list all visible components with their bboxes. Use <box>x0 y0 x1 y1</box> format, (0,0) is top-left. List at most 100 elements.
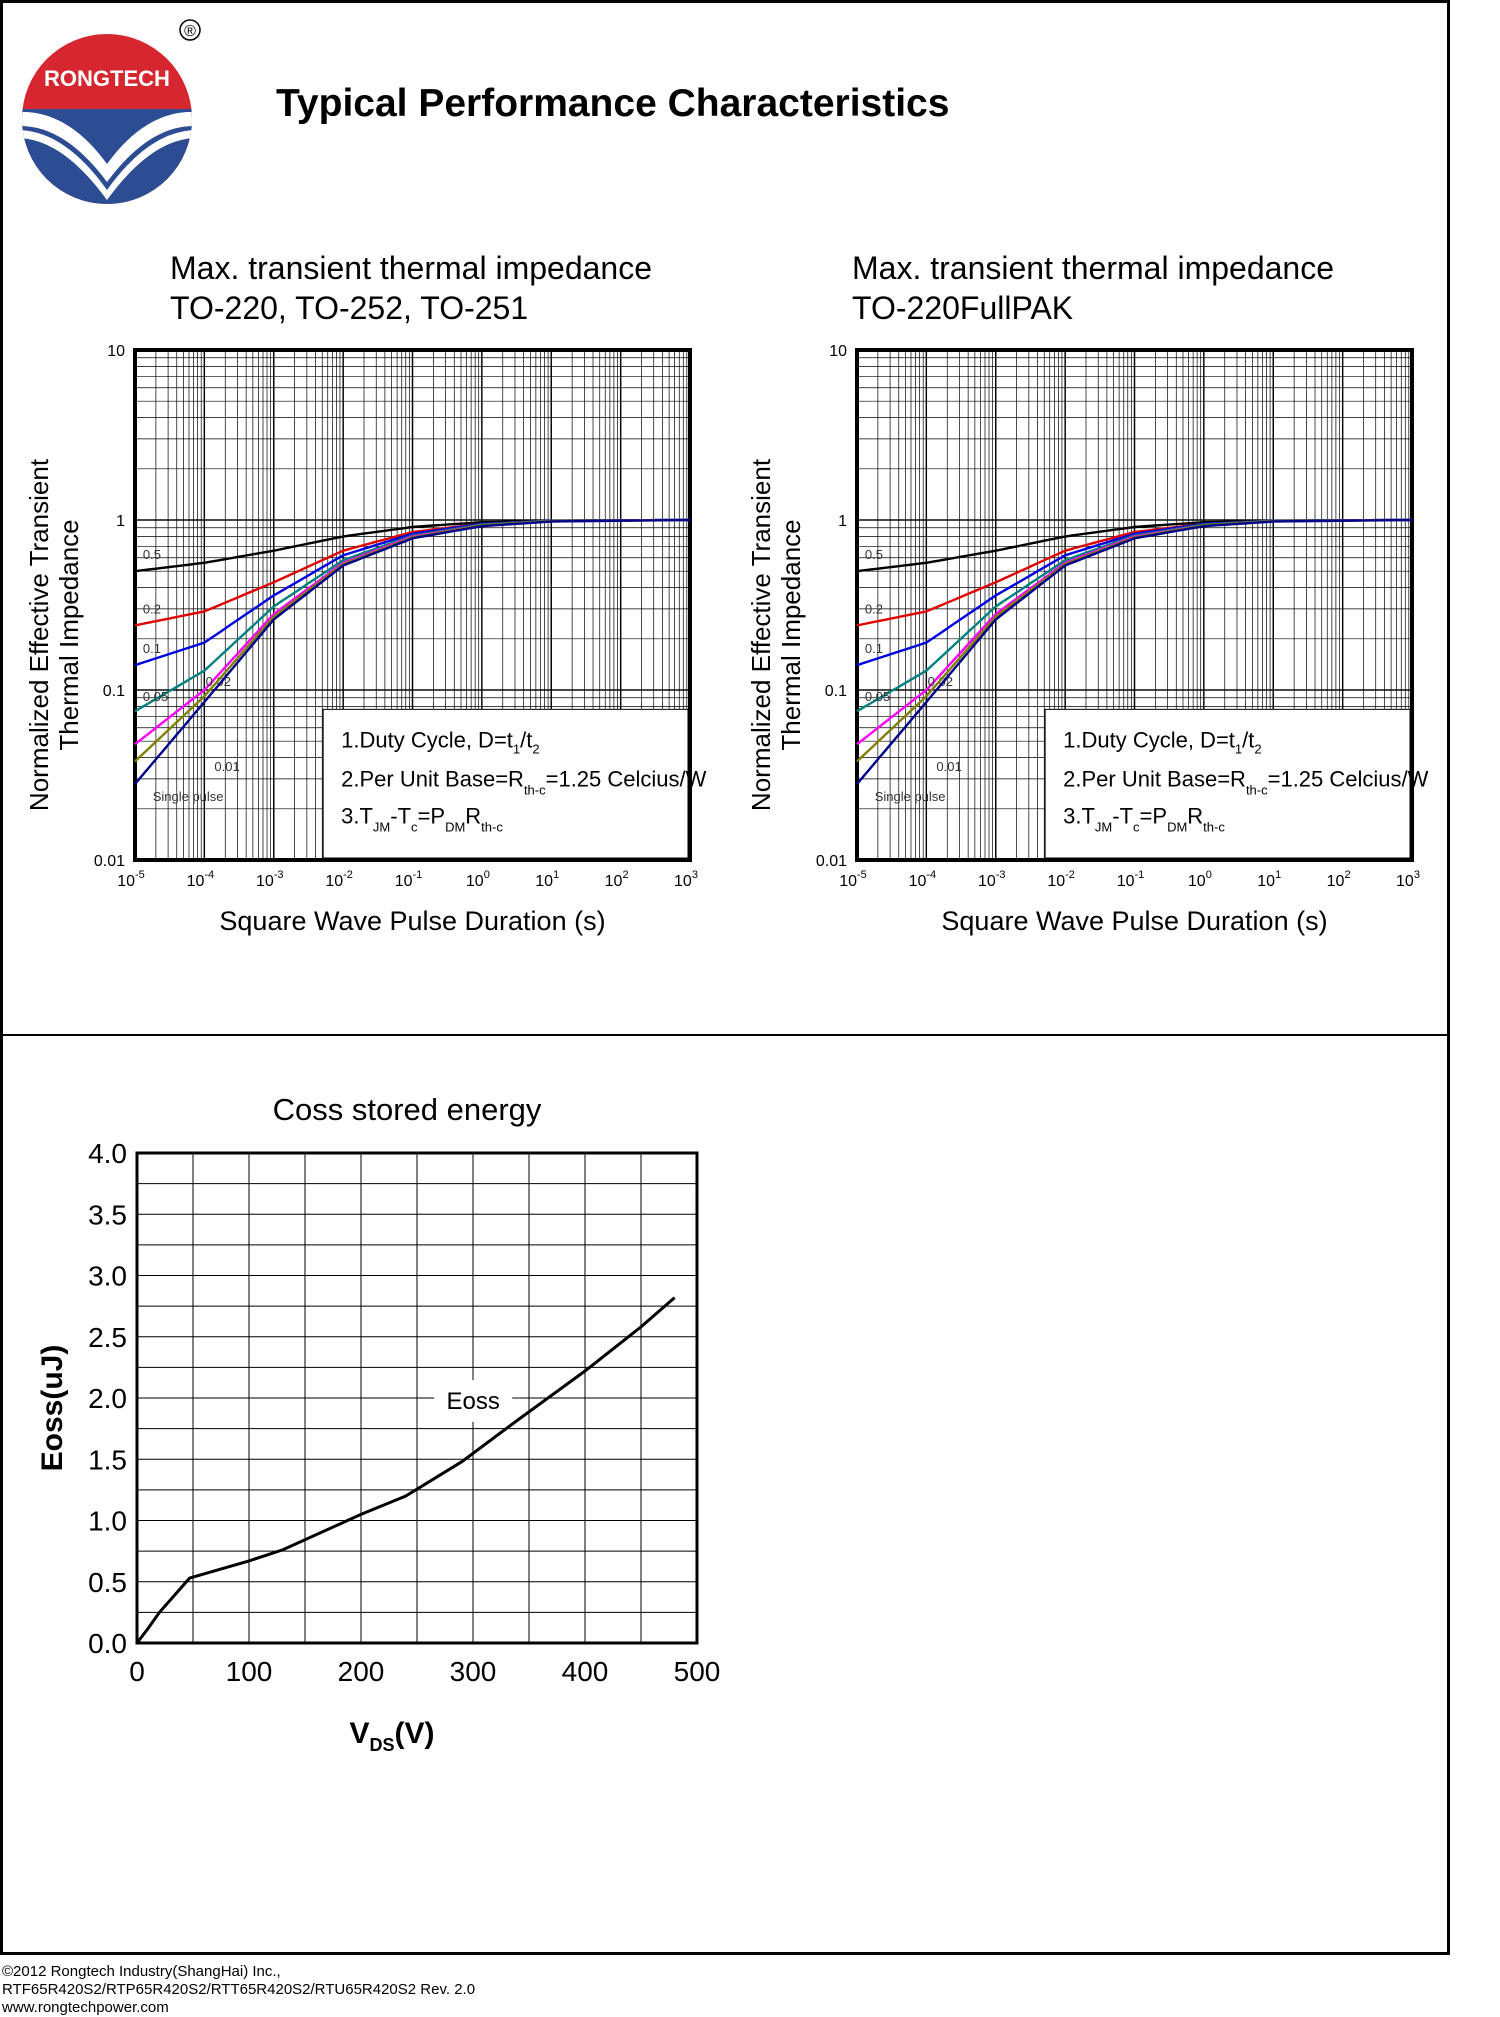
note-sub: DM <box>445 819 465 834</box>
note-text: =1.25 Celcius/W <box>1268 766 1429 791</box>
x-tick-exponent: -4 <box>926 869 936 881</box>
note-text: 2.Per Unit Base=R <box>1063 766 1246 791</box>
curve-label: 0.01 <box>936 759 961 774</box>
curve-label: 0.2 <box>143 601 161 616</box>
note-text: R <box>465 803 481 828</box>
chart2-title-line2: TO-220FullPAK <box>852 290 1074 326</box>
page-title: Typical Performance Characteristics <box>276 82 950 125</box>
footer: ©2012 Rongtech Industry(ShangHai) Inc., … <box>2 1963 475 2017</box>
x-axis-label: Square Wave Pulse Duration (s) <box>941 906 1327 936</box>
note-sub: 1 <box>1235 741 1242 756</box>
y-tick-label: 3.0 <box>88 1261 127 1292</box>
curve-label: 0.05 <box>865 689 890 704</box>
note-text: 2.Per Unit Base=R <box>341 766 524 791</box>
rongtech-logo: RONGTECH ® <box>22 19 201 204</box>
note-text: -T <box>390 803 411 828</box>
logo-text: RONGTECH <box>44 66 170 91</box>
curve-label: 0.05 <box>143 689 168 704</box>
note-text: =1.25 Celcius/W <box>546 766 707 791</box>
x-tick-exponent: 0 <box>484 869 490 881</box>
note-per-unit-base: 2.Per Unit Base=Rth-c=1.25 Celcius/W <box>341 766 707 797</box>
y-tick-label: 0.1 <box>103 683 125 700</box>
x-tick-exponent: -5 <box>135 869 145 881</box>
x-tick-exponent: -3 <box>996 869 1006 881</box>
x-axis-label: VDS(V) <box>349 1717 434 1755</box>
x-tick-exponent: -5 <box>857 869 867 881</box>
note-duty-cycle: 1.Duty Cycle, D=t1/t2 <box>341 727 539 756</box>
coss-stored-energy-chart: Coss stored energy Eoss 0.0 0.5 1.0 1.5 2.0 2.5… <box>36 1092 720 1755</box>
note-tjm-formula: 3.TJM-Tc=PDMRth-c <box>341 803 503 834</box>
note-sub: 2 <box>532 741 539 756</box>
x-tick-label: 103 <box>1396 869 1420 890</box>
note-text: 3.T <box>341 803 373 828</box>
notes-box <box>1044 708 1411 859</box>
note-text: =P <box>1140 803 1168 828</box>
note-text: /t <box>520 727 532 752</box>
y-axis-label-line1: Normalized Effective Transient <box>24 458 54 811</box>
x-tick-label: 10-5 <box>839 869 867 890</box>
x-tick-label: 10-2 <box>325 869 353 890</box>
y-tick-label: 10 <box>829 343 847 360</box>
section-divider <box>0 1034 1450 1036</box>
x-tick-exponent: 0 <box>1206 869 1212 881</box>
x-axis-label-main: V <box>349 1717 369 1750</box>
curve-label: 0.5 <box>865 547 883 562</box>
chart1-title: Max. transient thermal impedance TO-220,… <box>170 248 652 328</box>
note-sub: th-c <box>1246 782 1268 797</box>
note-sub: DM <box>1167 819 1187 834</box>
y-axis-label-line1: Normalized Effective Transient <box>746 458 776 811</box>
note-sub: 2 <box>1254 741 1261 756</box>
y-tick-label: 0.0 <box>88 1628 127 1659</box>
y-tick-label: 0.1 <box>825 683 847 700</box>
plot-frame <box>855 348 1414 862</box>
x-tick-label: 10-1 <box>395 869 423 890</box>
note-text: -T <box>1112 803 1133 828</box>
x-tick-label: 100 <box>1188 869 1212 890</box>
y-tick-label: 0.5 <box>88 1567 127 1598</box>
note-sub: th-c <box>481 819 503 834</box>
registered-mark: ® <box>184 23 196 40</box>
x-tick-label: 10-4 <box>909 869 937 890</box>
curve-label: 0.1 <box>865 641 883 656</box>
y-tick-label: 1.0 <box>88 1506 127 1537</box>
note-text: R <box>1187 803 1203 828</box>
x-tick-exponent: -1 <box>413 869 423 881</box>
x-tick-exponent: 1 <box>553 869 559 881</box>
grid <box>136 1152 698 1644</box>
plot-frame <box>133 348 692 862</box>
x-tick-label: 400 <box>562 1656 609 1687</box>
y-tick-label: 1.5 <box>88 1444 127 1475</box>
x-tick-label: 0 <box>129 1656 145 1687</box>
series-label-eoss: Eoss <box>447 1388 500 1415</box>
curve-label: Single pulse <box>153 789 224 804</box>
note-text: 1.Duty Cycle, D=t <box>341 727 513 752</box>
y-tick-label: 1 <box>116 513 125 530</box>
y-axis-label-line2: Thermal Impedance <box>54 519 84 750</box>
x-tick-exponent: 3 <box>1414 869 1420 881</box>
x-tick-exponent: -3 <box>274 869 284 881</box>
series-line-eoss <box>135 1296 676 1644</box>
note-sub: th-c <box>1203 819 1225 834</box>
chart1-title-line1: Max. transient thermal impedance <box>170 250 652 286</box>
footer-part-numbers: RTF65R420S2/RTP65R420S2/RTT65R420S2/RTU6… <box>2 1981 476 1998</box>
chart2-title-line1: Max. transient thermal impedance <box>852 250 1334 286</box>
note-sub: JM <box>1095 819 1112 834</box>
series-line-single-pulse <box>134 518 691 785</box>
note-sub: 1 <box>513 741 520 756</box>
x-tick-exponent: 3 <box>692 869 698 881</box>
x-tick-exponent: -4 <box>204 869 214 881</box>
footer-website: www.rongtechpower.com <box>2 1999 169 2016</box>
x-tick-label: 10-2 <box>1047 869 1075 890</box>
note-sub: c <box>1133 819 1140 834</box>
x-tick-label: 100 <box>466 869 490 890</box>
note-sub: JM <box>373 819 390 834</box>
x-tick-label: 10-1 <box>1117 869 1145 890</box>
x-tick-label: 300 <box>450 1656 497 1687</box>
x-tick-label: 10-5 <box>117 869 145 890</box>
x-axis-label-sub: DS <box>370 1735 395 1755</box>
x-tick-label: 102 <box>1327 869 1351 890</box>
x-tick-label: 200 <box>338 1656 385 1687</box>
chart1-title-line2: TO-220, TO-252, TO-251 <box>170 290 529 326</box>
